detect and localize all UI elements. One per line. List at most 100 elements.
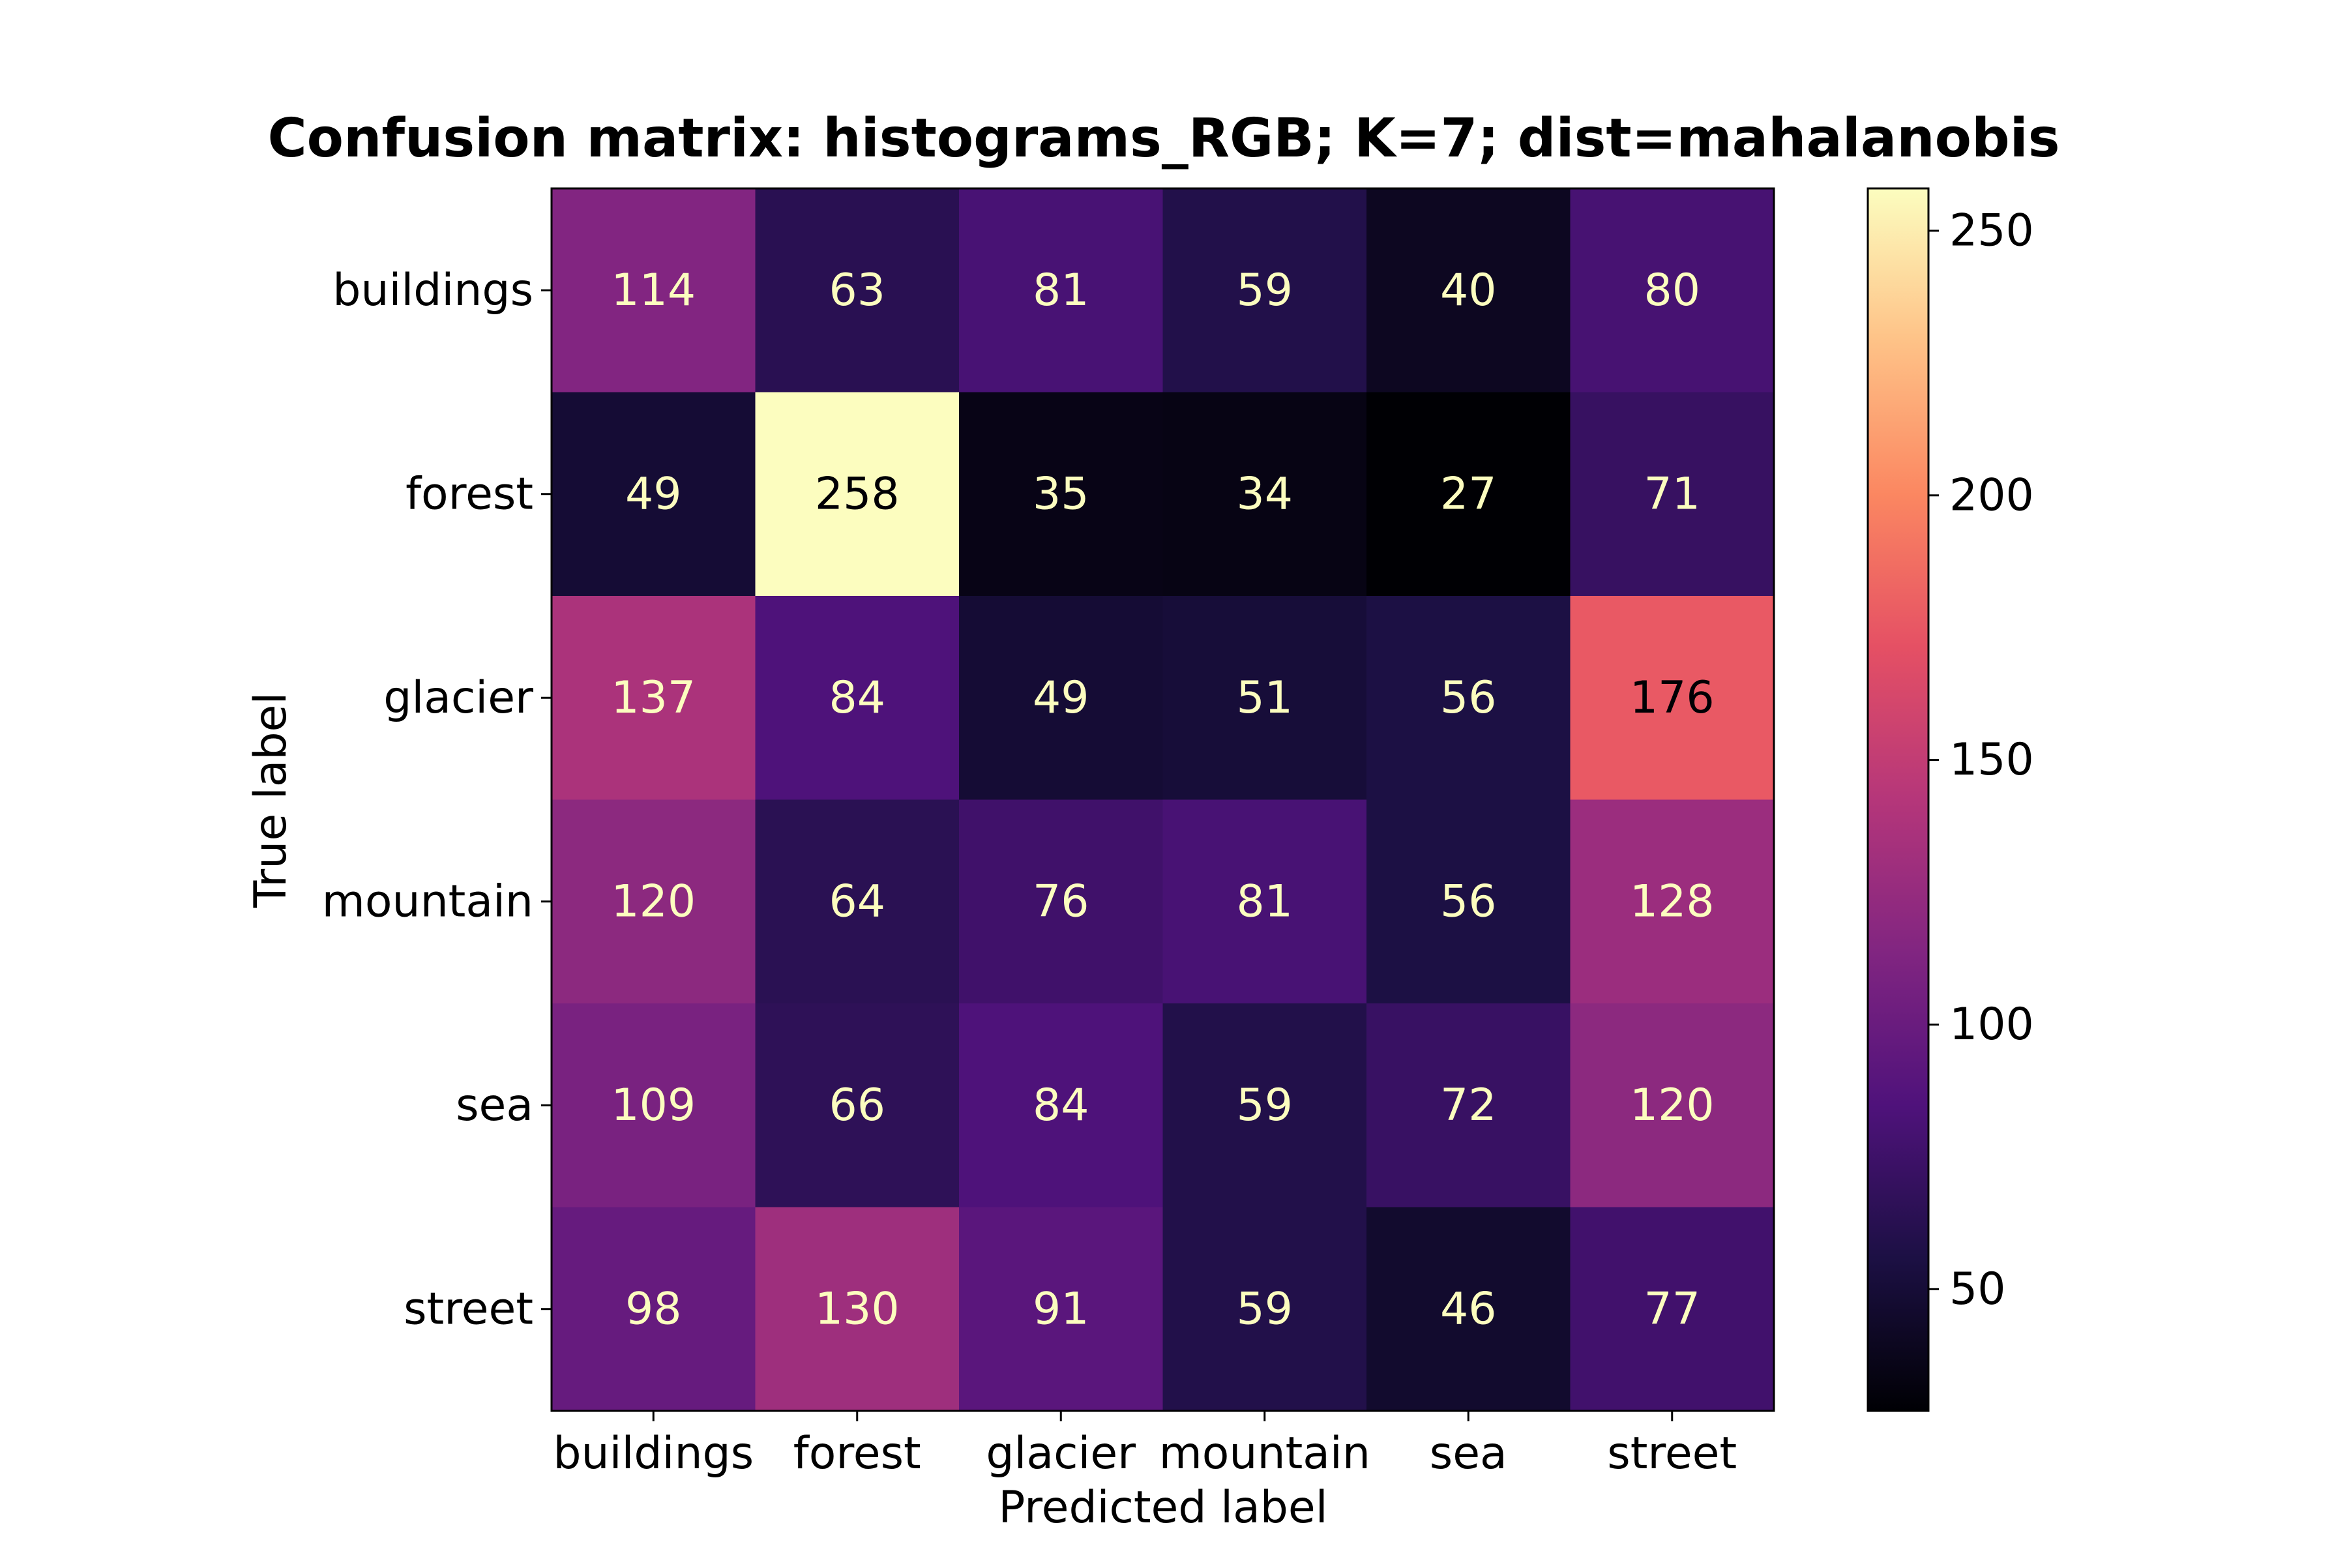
heatmap-cell bbox=[959, 799, 1163, 1004]
cell-value-label: 46 bbox=[1440, 1283, 1497, 1335]
heatmap-cell bbox=[1366, 1003, 1571, 1207]
x-tick-label: glacier bbox=[986, 1428, 1136, 1479]
cell-value-label: 40 bbox=[1440, 265, 1497, 316]
cell-value-label: 66 bbox=[829, 1080, 885, 1131]
cell-value-label: 130 bbox=[815, 1283, 900, 1335]
colorbar-gradient bbox=[1868, 188, 1928, 1411]
heatmap-cell bbox=[755, 799, 960, 1004]
heatmap-cell bbox=[1570, 1207, 1775, 1412]
heatmap-cell bbox=[1570, 1003, 1775, 1207]
cell-value-label: 71 bbox=[1644, 468, 1700, 520]
cell-value-label: 84 bbox=[1033, 1080, 1089, 1131]
cell-value-label: 56 bbox=[1440, 672, 1497, 724]
heatmap-cell bbox=[552, 1207, 756, 1412]
colorbar-frame bbox=[1867, 187, 1930, 1412]
heatmap-cell bbox=[1162, 1207, 1367, 1412]
cell-value-label: 120 bbox=[611, 876, 696, 927]
heatmap-cell bbox=[1162, 188, 1367, 392]
cell-value-label: 81 bbox=[1236, 876, 1293, 927]
heatmap-cell bbox=[755, 1003, 960, 1207]
colorbar-tick-label: 100 bbox=[1949, 999, 2034, 1050]
cell-value-label: 77 bbox=[1644, 1283, 1700, 1335]
cell-value-label: 114 bbox=[611, 265, 696, 316]
cell-value-labels: 114 63 81 59 40 80 49 258 35 34 27 71 137 84 49 51 56 176… bbox=[611, 265, 1714, 1335]
colorbar-ticks: 50 100 150 200 250 bbox=[1928, 205, 2034, 1315]
heatmap-cell bbox=[1162, 799, 1367, 1004]
x-tick-label: buildings bbox=[553, 1428, 754, 1479]
heatmap-cell bbox=[959, 1003, 1163, 1207]
heatmap-cell bbox=[552, 392, 756, 597]
cell-value-label: 72 bbox=[1440, 1080, 1497, 1131]
cell-value-label: 120 bbox=[1630, 1080, 1715, 1131]
cell-value-label: 98 bbox=[625, 1283, 682, 1335]
colorbar-tick-label: 250 bbox=[1949, 205, 2034, 256]
cell-value-label: 91 bbox=[1033, 1283, 1089, 1335]
heatmap-cell bbox=[1162, 392, 1367, 597]
heatmap-cell bbox=[1570, 392, 1775, 597]
y-tick-label: buildings bbox=[332, 265, 533, 316]
cell-value-label: 63 bbox=[829, 265, 885, 316]
heatmap-cell bbox=[1570, 596, 1775, 800]
y-axis-ticks: buildings forest glacier mountain sea street bbox=[322, 265, 552, 1335]
heatmap-cell bbox=[1366, 596, 1571, 800]
heatmap-cell bbox=[552, 799, 756, 1004]
cell-value-label: 137 bbox=[611, 672, 696, 724]
cell-value-label: 128 bbox=[1630, 876, 1715, 927]
y-tick-label: forest bbox=[406, 468, 533, 520]
heatmap-cell bbox=[755, 188, 960, 392]
cell-value-label: 258 bbox=[815, 468, 900, 520]
heatmap-cell bbox=[1570, 188, 1775, 392]
heatmap-cell bbox=[959, 1207, 1163, 1412]
y-axis-label: True label bbox=[245, 692, 297, 909]
y-tick-label: street bbox=[404, 1283, 533, 1335]
x-tick-label: sea bbox=[1430, 1428, 1507, 1479]
cell-value-label: 59 bbox=[1236, 1080, 1293, 1131]
cell-value-label: 34 bbox=[1236, 468, 1293, 520]
colorbar-tick-label: 150 bbox=[1949, 734, 2034, 786]
heatmap-cell bbox=[1162, 1003, 1367, 1207]
heatmap-cell bbox=[552, 596, 756, 800]
y-tick-label: glacier bbox=[383, 672, 533, 724]
heatmap-cell bbox=[1366, 188, 1571, 392]
cell-value-label: 81 bbox=[1033, 265, 1089, 316]
heatmap-cell bbox=[959, 392, 1163, 597]
colorbar-tick-label: 50 bbox=[1949, 1264, 2006, 1315]
heatmap-cell bbox=[959, 188, 1163, 392]
x-axis-label: Predicted label bbox=[998, 1482, 1327, 1533]
heatmap-cells bbox=[552, 188, 1775, 1412]
matrix-frame bbox=[550, 187, 1775, 1412]
heatmap-cell bbox=[552, 1003, 756, 1207]
cell-value-label: 49 bbox=[1033, 672, 1089, 724]
x-tick-label: street bbox=[1607, 1428, 1737, 1479]
heatmap-cell bbox=[755, 596, 960, 800]
cell-value-label: 109 bbox=[611, 1080, 696, 1131]
heatmap-cell bbox=[755, 1207, 960, 1412]
x-axis-ticks: buildings forest glacier mountain sea street bbox=[553, 1411, 1737, 1479]
heatmap-cell bbox=[1162, 596, 1367, 800]
heatmap-cell bbox=[1366, 799, 1571, 1004]
cell-value-label: 51 bbox=[1236, 672, 1293, 724]
cell-value-label: 80 bbox=[1644, 265, 1700, 316]
y-tick-label: mountain bbox=[322, 876, 533, 927]
cell-value-label: 35 bbox=[1033, 468, 1089, 520]
x-tick-label: forest bbox=[793, 1428, 921, 1479]
cell-value-label: 59 bbox=[1236, 265, 1293, 316]
x-tick-label: mountain bbox=[1159, 1428, 1370, 1479]
y-tick-label: sea bbox=[456, 1080, 533, 1131]
heatmap-cell bbox=[755, 392, 960, 597]
heatmap-cell bbox=[1366, 1207, 1571, 1412]
cell-value-label: 176 bbox=[1630, 672, 1715, 724]
cell-value-label: 76 bbox=[1033, 876, 1089, 927]
cell-value-label: 84 bbox=[829, 672, 885, 724]
heatmap-cell bbox=[552, 188, 756, 392]
cell-value-label: 49 bbox=[625, 468, 682, 520]
chart-title: Confusion matrix: histograms_RGB; K=7; d… bbox=[267, 108, 2059, 170]
cell-value-label: 56 bbox=[1440, 876, 1497, 927]
cell-value-label: 64 bbox=[829, 876, 885, 927]
colorbar-tick-label: 200 bbox=[1949, 469, 2034, 521]
heatmap-cell bbox=[1570, 799, 1775, 1004]
cell-value-label: 59 bbox=[1236, 1283, 1293, 1335]
heatmap-cell bbox=[1366, 392, 1571, 597]
